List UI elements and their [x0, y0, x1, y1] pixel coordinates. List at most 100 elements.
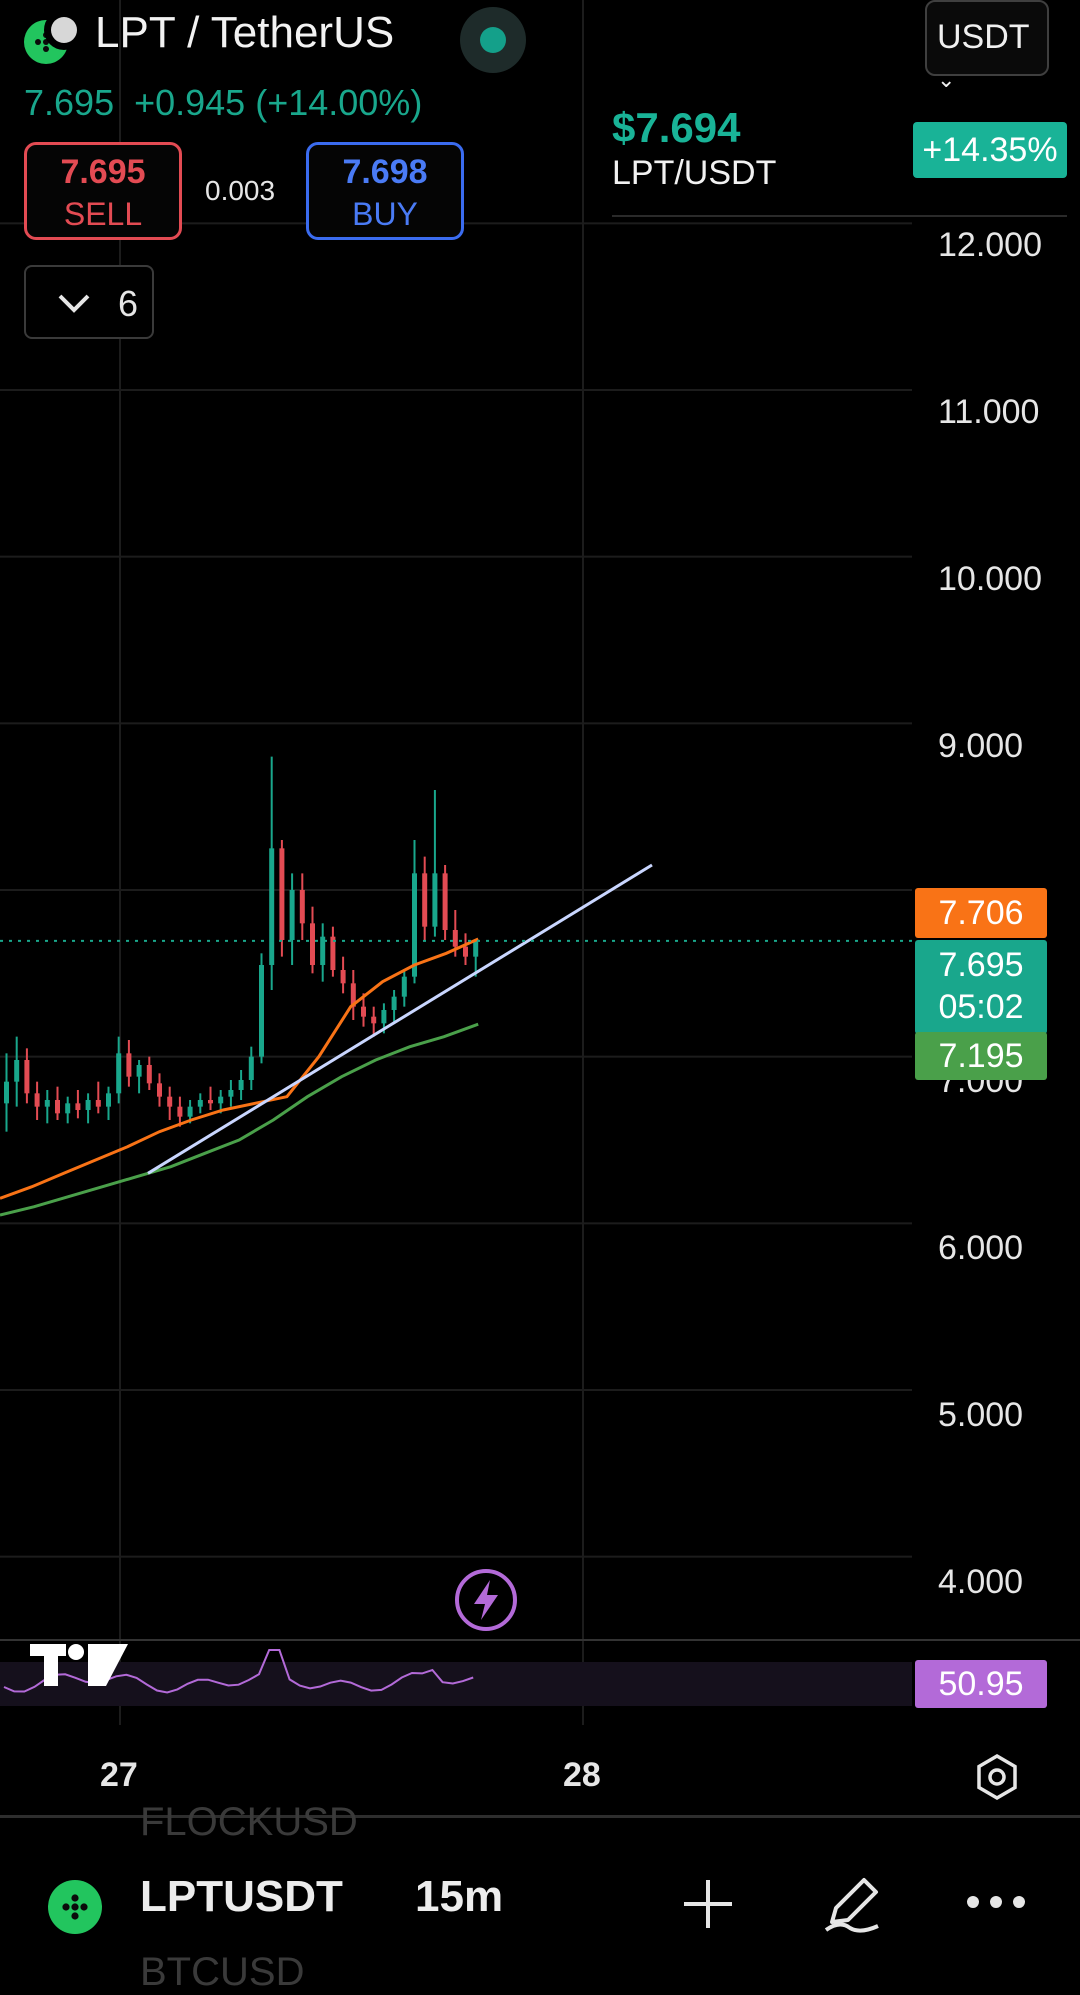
rsi-tag: 50.95 — [915, 1660, 1047, 1708]
candle-body — [167, 1096, 173, 1107]
ma-fast-tag: 7.706 — [915, 888, 1047, 938]
last-price-value: 7.695 — [938, 946, 1024, 984]
candle-body — [75, 1103, 81, 1110]
symbol-title[interactable]: LPT / TetherUS — [95, 8, 395, 57]
candle-body — [197, 1100, 203, 1107]
candle-body — [350, 983, 356, 1007]
lightning-icon[interactable] — [454, 1568, 518, 1632]
candle-body — [106, 1093, 111, 1107]
time-label: 28 — [563, 1756, 601, 1794]
candle-body — [259, 965, 264, 1057]
draw-pen-icon[interactable] — [820, 1870, 886, 1936]
ticker-price: $7.694 — [612, 104, 741, 151]
timeframe-selector[interactable]: 15m — [415, 1872, 504, 1921]
candle-body — [55, 1100, 60, 1114]
sell-label: SELL — [63, 196, 143, 232]
candle-body — [146, 1065, 152, 1084]
quote-change: 7.695 +0.945 (+14.00%) — [24, 82, 423, 123]
chevron-down-icon: ⌄ — [937, 67, 956, 92]
buy-label: BUY — [352, 196, 418, 232]
price-tick: 4.000 — [938, 1563, 1024, 1601]
price-tick: 10.000 — [938, 560, 1042, 598]
ghost-symbol-below: BTCUSD — [140, 1950, 305, 1994]
candle-body — [391, 996, 397, 1010]
exchange-badge-icon — [44, 10, 84, 50]
candle-body — [95, 1100, 101, 1107]
candle-body — [432, 873, 438, 927]
ghost-symbol-above: FLOCKUSD — [140, 1800, 358, 1844]
ticker-pair: LPT/USDT — [612, 154, 777, 192]
candle-body — [44, 1100, 50, 1107]
candle-body — [157, 1083, 162, 1097]
candle-body — [330, 936, 336, 970]
rsi-line — [3, 1649, 474, 1694]
candle-body — [401, 976, 407, 997]
rsi-band — [0, 1662, 912, 1706]
candle-body — [269, 848, 275, 965]
ma-slow-tag: 7.195 — [915, 1032, 1047, 1080]
currency-select[interactable]: USDT ⌄ — [925, 0, 1049, 92]
price-tick: 12.000 — [938, 226, 1042, 264]
price-tick: 6.000 — [938, 1229, 1024, 1267]
candle-body — [187, 1106, 193, 1117]
plus-icon[interactable] — [680, 1876, 736, 1932]
candle-body — [248, 1056, 254, 1080]
candle-body — [442, 873, 448, 930]
ma-slow-line — [0, 1022, 479, 1217]
candle-body — [116, 1053, 122, 1094]
candle-body — [208, 1100, 213, 1104]
candle-body — [289, 890, 295, 940]
chevron-down-icon — [58, 294, 90, 313]
candle-body — [14, 1060, 20, 1082]
candle-body — [85, 1100, 91, 1110]
candle-body — [412, 873, 417, 977]
candle-body — [422, 873, 428, 927]
sell-button[interactable]: 7.695 SELL — [24, 142, 182, 240]
price-tick: 5.000 — [938, 1396, 1024, 1434]
symbol-selector[interactable]: LPTUSDT — [140, 1872, 343, 1921]
buy-price: 7.698 — [342, 153, 428, 191]
candle-body — [65, 1103, 71, 1114]
tradingview-logo — [30, 1644, 128, 1686]
candle-body — [452, 930, 458, 947]
price-tick: 11.000 — [938, 393, 1040, 431]
sell-price: 7.695 — [60, 153, 146, 191]
candle-body — [361, 1006, 366, 1017]
coin-logo-icon[interactable] — [48, 1880, 102, 1934]
currency-value: USDT — [937, 18, 1029, 56]
last-price-tag: 7.695 05:02 — [915, 940, 1047, 1034]
candle-body — [463, 946, 468, 957]
candle-body — [218, 1096, 224, 1104]
candle-body — [126, 1053, 132, 1077]
bar-countdown: 05:02 — [938, 988, 1024, 1026]
candle-body — [340, 970, 346, 984]
indicator-count: 6 — [118, 283, 139, 324]
candle-body — [34, 1093, 40, 1107]
trend-line — [147, 863, 653, 1175]
buy-button[interactable]: 7.698 BUY — [306, 142, 464, 240]
candle-body — [136, 1065, 142, 1077]
bottom-toolbar — [0, 1815, 1080, 1978]
indicators-toggle[interactable]: 6 — [24, 265, 154, 339]
candle-body — [228, 1090, 234, 1097]
ticker-divider — [612, 215, 1067, 217]
candle-body — [381, 1010, 387, 1024]
candle-body — [24, 1060, 30, 1094]
gear-hexagon-icon[interactable] — [972, 1752, 1022, 1802]
candle-body — [310, 923, 315, 965]
candle-body — [320, 936, 326, 965]
candle-body — [473, 940, 479, 957]
spread-value: 0.003 — [205, 175, 276, 206]
ma-fast-line — [0, 937, 479, 1200]
more-dots-icon[interactable] — [964, 1892, 1028, 1912]
candle-body — [238, 1080, 244, 1090]
price-tick: 9.000 — [938, 727, 1024, 765]
candle-body — [371, 1016, 377, 1024]
live-dot-icon — [480, 27, 506, 53]
candle-body — [177, 1106, 183, 1117]
candle-body — [299, 890, 305, 924]
time-label: 27 — [100, 1756, 138, 1794]
change-badge: +14.35% — [913, 122, 1067, 178]
candle-body — [4, 1081, 9, 1104]
